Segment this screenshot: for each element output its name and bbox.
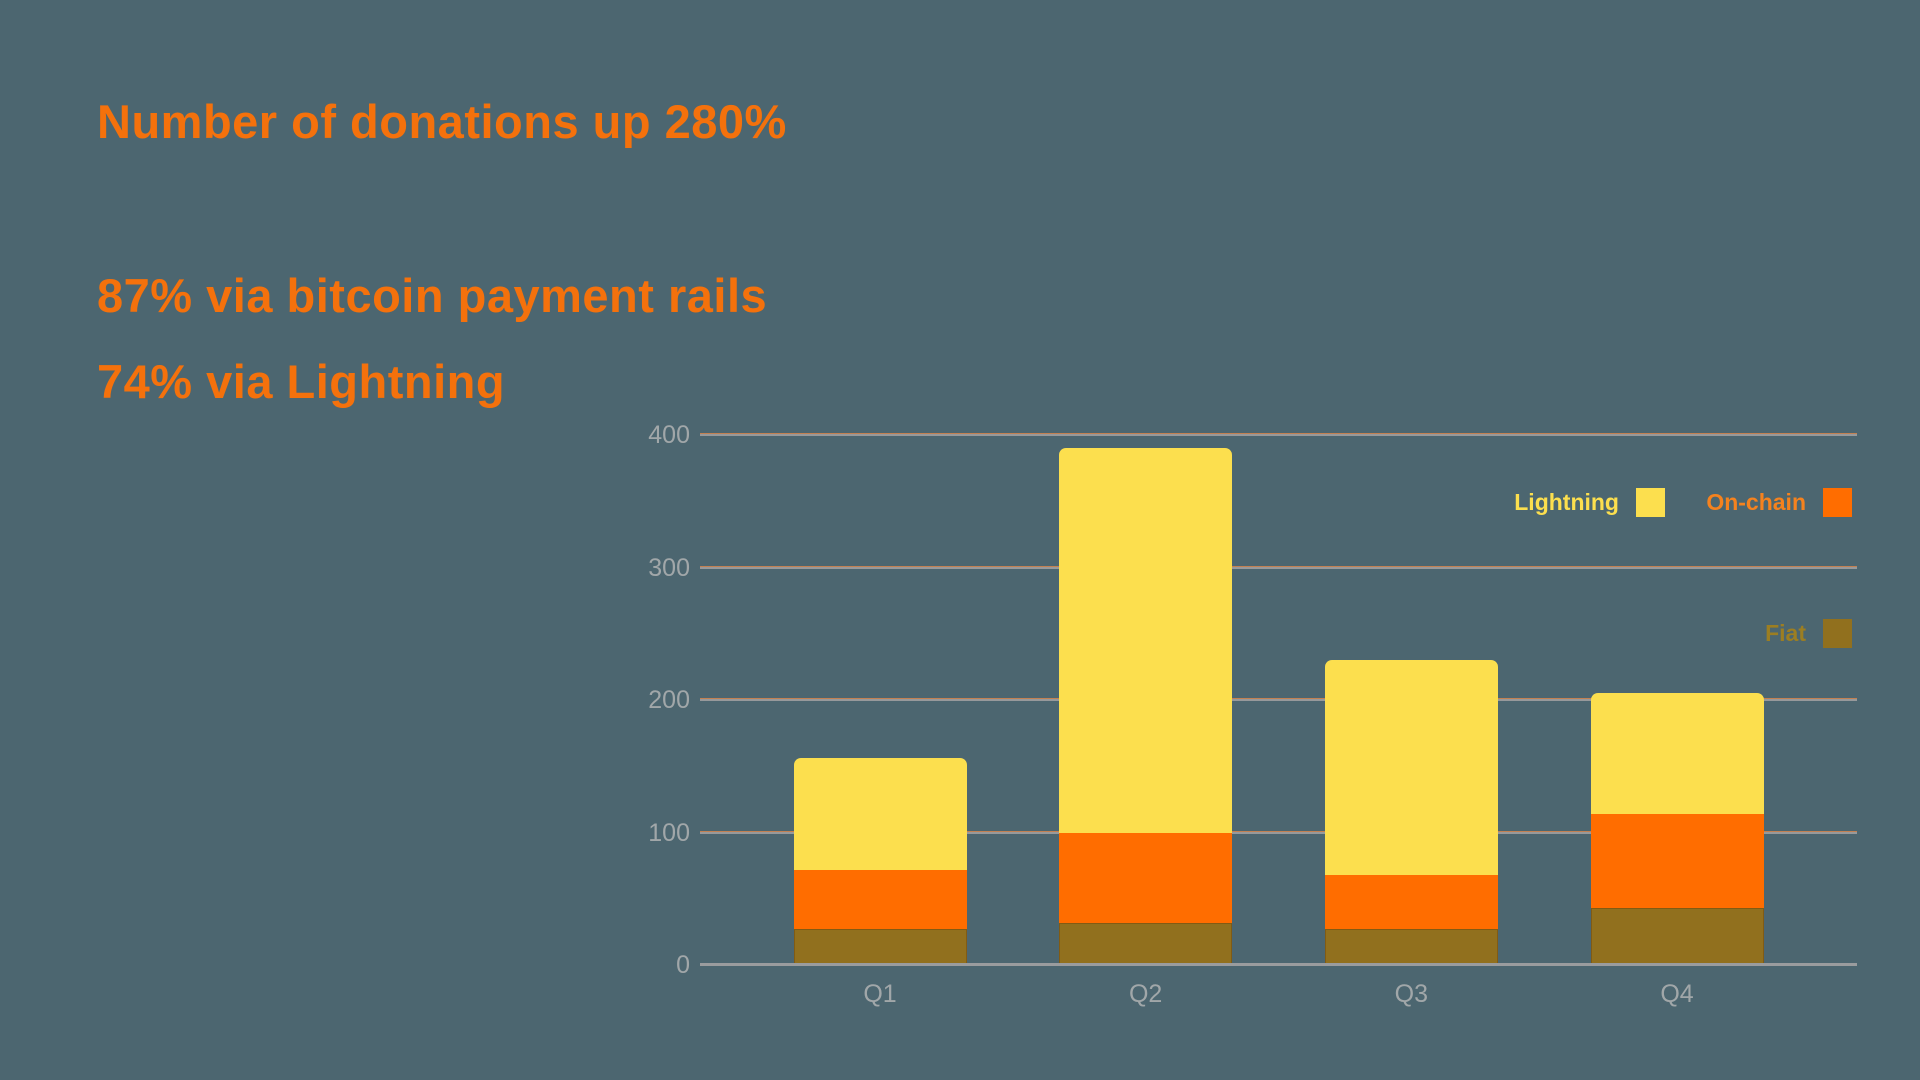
legend-item-onchain: On-chain <box>1706 488 1852 517</box>
x-tick-label-q1: Q1 <box>863 980 897 1008</box>
y-tick-label-200: 200 <box>648 686 690 714</box>
x-tick-label-q4: Q4 <box>1660 980 1694 1008</box>
bar-segment-fiat-q3 <box>1324 929 1498 965</box>
x-axis-line <box>700 963 1857 966</box>
bar-segment-fiat-q4 <box>1590 908 1764 965</box>
gridline-300 <box>700 565 1857 569</box>
legend-label-fiat: Fiat <box>1765 620 1806 646</box>
y-tick-label-300: 300 <box>648 553 690 582</box>
bar-segment-fiat-q1 <box>793 929 967 965</box>
legend-swatch-fiat <box>1823 619 1852 648</box>
bar-segment-lightning-q3 <box>1324 660 1498 875</box>
gridline-400 <box>700 433 1857 436</box>
y-tick-label-400: 400 <box>648 421 690 449</box>
legend-swatch-lightning <box>1636 488 1665 517</box>
headline-bitcoin-rails-share: 87% via bitcoin payment rails <box>97 269 768 322</box>
legend-label-onchain: On-chain <box>1706 489 1806 515</box>
x-tick-label-q3: Q3 <box>1394 980 1428 1008</box>
bar-segment-onchain-q2 <box>1059 832 1233 923</box>
y-tick-label-100: 100 <box>648 818 690 847</box>
bar-segment-lightning-q1 <box>793 758 967 870</box>
legend-item-fiat: Fiat <box>1765 619 1852 648</box>
x-tick-label-q2: Q2 <box>1128 980 1163 1008</box>
gridline-200 <box>700 698 1857 701</box>
bar-segment-fiat-q2 <box>1059 922 1233 965</box>
headline-lightning-share: 74% via Lightning <box>97 355 506 408</box>
legend-swatch-onchain <box>1823 488 1852 517</box>
headline-donations-growth: Number of donations up 280% <box>97 95 787 148</box>
bar-segment-onchain-q1 <box>793 869 967 930</box>
y-tick-label-0: 0 <box>676 951 690 979</box>
gridline-100 <box>700 830 1857 834</box>
bar-segment-lightning-q2 <box>1059 448 1233 833</box>
legend-label-lightning: Lightning <box>1514 489 1619 515</box>
bar-segment-onchain-q3 <box>1324 874 1498 930</box>
bar-segment-onchain-q4 <box>1590 813 1764 908</box>
legend-item-lightning: Lightning <box>1514 488 1665 517</box>
bar-segment-lightning-q4 <box>1590 693 1764 814</box>
